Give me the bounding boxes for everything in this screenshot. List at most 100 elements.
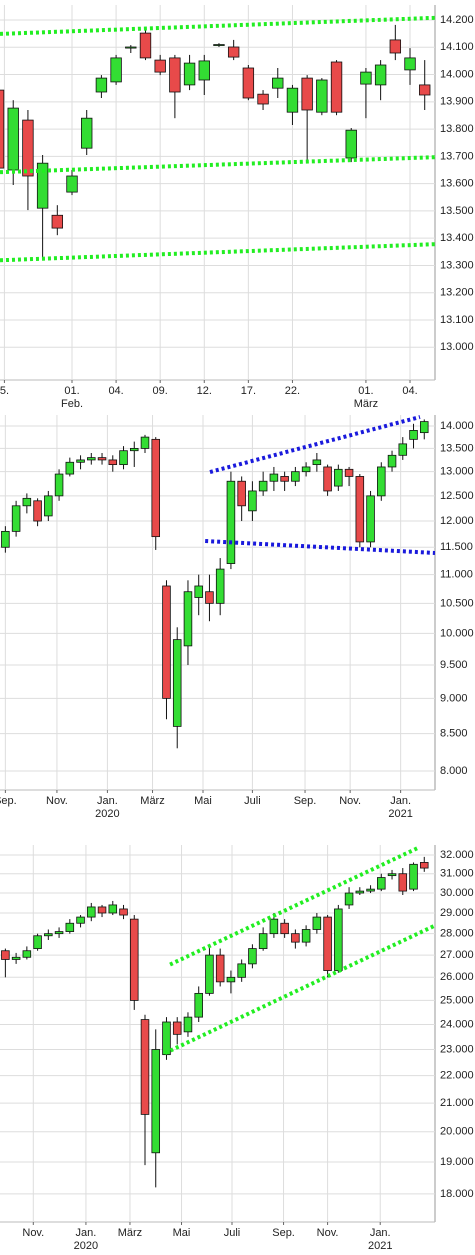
candle-body bbox=[110, 57, 122, 83]
y-tick-label: 13.500 bbox=[440, 442, 474, 454]
x-tick-label: März bbox=[140, 795, 164, 807]
candle-body bbox=[44, 495, 53, 517]
candle-body bbox=[139, 32, 152, 59]
candle-body bbox=[51, 214, 64, 229]
y-tick-label: 13.300 bbox=[440, 259, 474, 271]
candle-body bbox=[301, 466, 311, 473]
candle-body bbox=[129, 448, 139, 452]
y-tick-label: 28.000 bbox=[440, 928, 474, 940]
y-tick-label: 30.000 bbox=[440, 887, 474, 899]
y-tick-label: 27.000 bbox=[440, 949, 474, 961]
candle-body bbox=[242, 67, 255, 99]
candle-body bbox=[269, 918, 279, 935]
trend-line bbox=[0, 242, 435, 263]
candle-body bbox=[183, 62, 196, 86]
candle-body bbox=[154, 59, 166, 73]
candle-body bbox=[65, 461, 75, 475]
candle-body bbox=[198, 60, 210, 81]
candle-body bbox=[334, 908, 343, 971]
candle-body bbox=[398, 873, 408, 892]
candle-body bbox=[387, 454, 397, 468]
candle-body bbox=[1, 530, 10, 548]
candle-body bbox=[312, 459, 322, 466]
x-tick-sublabel: März bbox=[354, 398, 378, 410]
candle-body bbox=[301, 77, 313, 111]
y-tick-label: 20.000 bbox=[440, 1126, 474, 1138]
trend-line bbox=[205, 539, 435, 555]
candle-body bbox=[129, 918, 139, 1001]
candle-body bbox=[140, 1019, 150, 1115]
candle-body bbox=[323, 466, 332, 492]
candle-body bbox=[33, 935, 42, 949]
candle-body bbox=[33, 500, 42, 522]
candle-body bbox=[162, 585, 171, 699]
candle-body bbox=[0, 89, 5, 169]
candle-body bbox=[87, 906, 96, 918]
x-tick-label: 01. bbox=[64, 385, 79, 397]
x-tick-label: 04. bbox=[108, 385, 123, 397]
y-tick-label: 11.000 bbox=[440, 569, 473, 581]
candle-body bbox=[215, 568, 225, 604]
candle-body bbox=[125, 46, 137, 49]
candle-body bbox=[301, 929, 311, 943]
candle-body bbox=[54, 473, 64, 497]
candle-body bbox=[76, 459, 85, 463]
trend-line bbox=[164, 923, 435, 1055]
x-tick-label: Mai bbox=[194, 795, 212, 807]
candle-body bbox=[355, 890, 365, 894]
candle-body bbox=[1, 950, 10, 960]
y-tick-label: 10.500 bbox=[440, 597, 474, 609]
candle-body bbox=[119, 908, 128, 916]
y-tick-label: 14.000 bbox=[440, 420, 474, 432]
x-tick-label: Juli bbox=[224, 1227, 241, 1239]
candle-body bbox=[97, 457, 107, 461]
y-tick-label: 13.400 bbox=[440, 232, 474, 244]
candle-body bbox=[119, 450, 128, 466]
y-tick-label: 10.000 bbox=[440, 627, 474, 639]
panel: 13.000 13.100 13.200 13.300 13.400 13.500 13.6… bbox=[0, 5, 474, 410]
y-tick-label: 8.000 bbox=[440, 765, 468, 777]
x-tick-sublabel: 2021 bbox=[368, 1240, 392, 1250]
candle-body bbox=[374, 64, 387, 86]
candle-body bbox=[108, 904, 118, 914]
candle-body bbox=[404, 57, 416, 71]
candle-body bbox=[334, 468, 343, 487]
candle-body bbox=[377, 877, 386, 890]
candle-body bbox=[344, 892, 354, 906]
candle-body bbox=[183, 591, 193, 647]
x-tick-label: Jan. bbox=[97, 795, 118, 807]
candle-body bbox=[316, 79, 328, 113]
y-tick-label: 23.000 bbox=[440, 1043, 474, 1055]
y-tick-label: 13.900 bbox=[440, 96, 474, 108]
x-tick-label: Nov. bbox=[317, 1227, 339, 1239]
x-tick-label: Sep. bbox=[0, 795, 17, 807]
x-tick-label: Nov. bbox=[22, 1227, 44, 1239]
y-tick-label: 25.000 bbox=[440, 994, 474, 1006]
candle-body bbox=[280, 476, 289, 482]
plot-area bbox=[1, 846, 435, 1188]
candle-body bbox=[162, 1021, 171, 1056]
x-tick-label: 04. bbox=[402, 385, 417, 397]
x-tick-label: Jan. bbox=[370, 1227, 391, 1239]
y-tick-label: 29.000 bbox=[440, 907, 474, 919]
y-tick-label: 13.700 bbox=[440, 150, 474, 162]
y-tick-label: 13.500 bbox=[440, 205, 474, 217]
candle-body bbox=[227, 46, 240, 58]
candle-body bbox=[194, 992, 203, 1018]
x-tick-label: 17. bbox=[241, 385, 256, 397]
candle-body bbox=[419, 84, 431, 96]
candle-body bbox=[87, 457, 96, 461]
candle-body bbox=[344, 468, 354, 477]
panel: 18.000 19.000 20.000 21.000 22.000 23.000 24.0… bbox=[0, 845, 474, 1252]
candle-body bbox=[11, 956, 21, 960]
candle-body bbox=[360, 71, 372, 85]
candle-body bbox=[409, 430, 418, 440]
y-tick-label: 31.000 bbox=[440, 868, 474, 880]
x-tick-label: Sep. bbox=[272, 1227, 295, 1239]
x-tick-label: 12. bbox=[197, 385, 212, 397]
candle-body bbox=[183, 1016, 193, 1033]
candle-body bbox=[140, 436, 150, 449]
y-tick-label: 21.000 bbox=[440, 1097, 474, 1109]
candle-body bbox=[44, 933, 53, 937]
y-tick-label: 9.000 bbox=[440, 692, 468, 704]
